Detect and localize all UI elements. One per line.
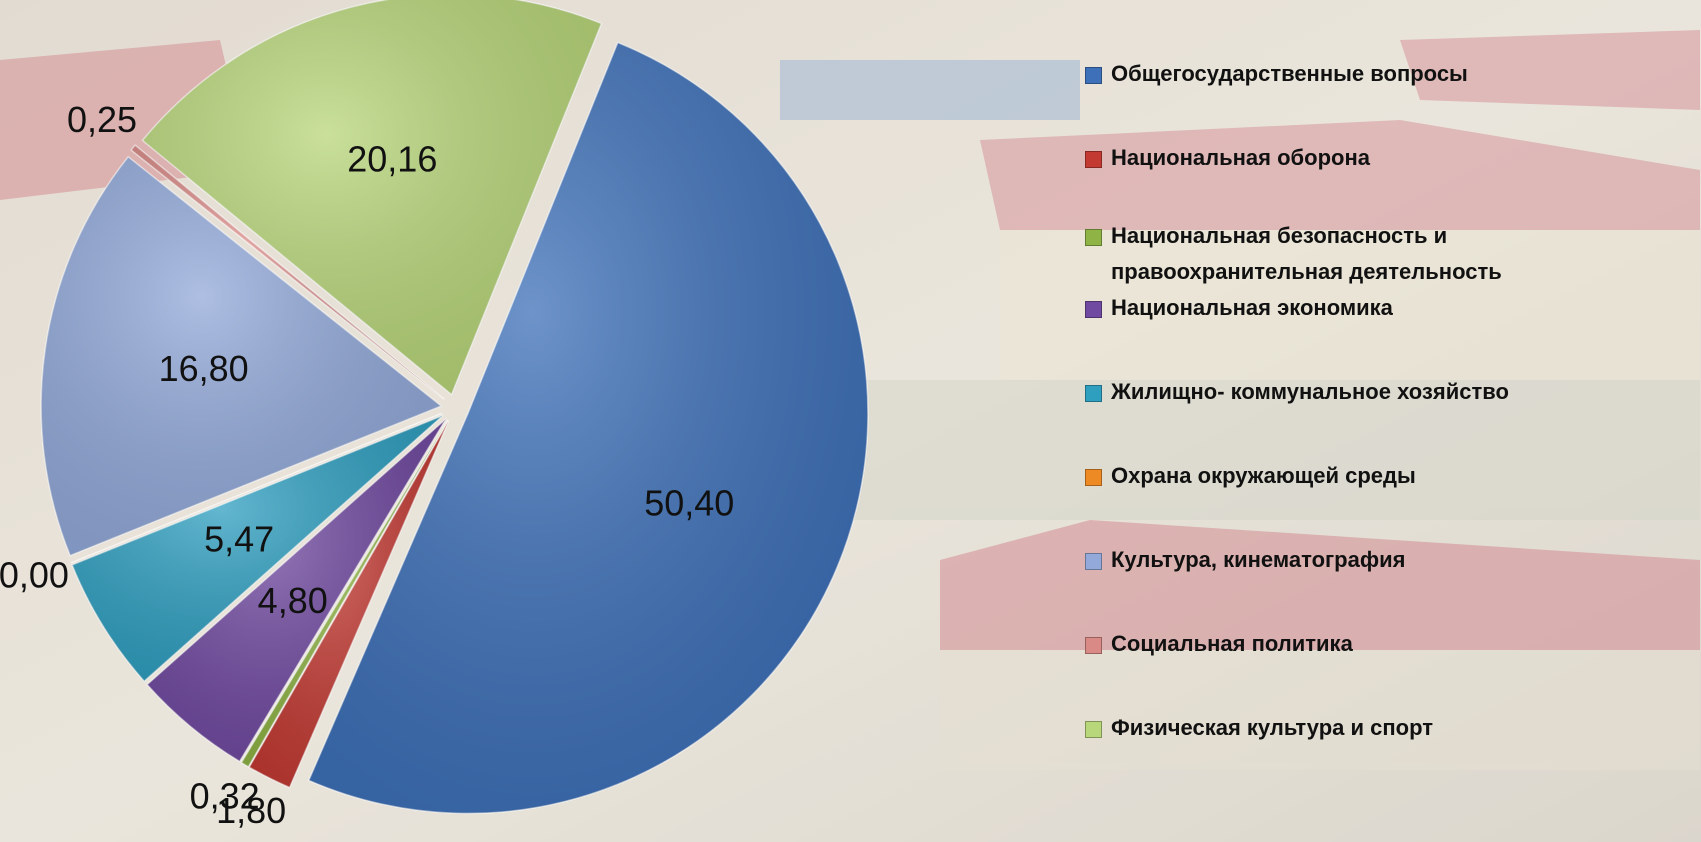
legend-label: Национальная безопасность и правоохранит… bbox=[1111, 223, 1502, 284]
legend-entry: Физическая культура и спорт bbox=[1085, 710, 1585, 794]
legend-swatch bbox=[1085, 721, 1102, 738]
legend-swatch bbox=[1085, 469, 1102, 486]
legend-swatch bbox=[1085, 229, 1102, 246]
legend-swatch bbox=[1085, 553, 1102, 570]
legend-entry: Охрана окружающей среды bbox=[1085, 458, 1585, 542]
legend-entry: Национальная оборона bbox=[1085, 140, 1585, 218]
value-label: 0,25 bbox=[67, 99, 137, 140]
legend-label: Национальная оборона bbox=[1111, 145, 1370, 170]
legend-entry: Культура, кинематография bbox=[1085, 542, 1585, 626]
legend-label: Общегосударственные вопросы bbox=[1111, 61, 1468, 86]
value-label: 0,32 bbox=[190, 776, 260, 817]
value-label: 5,47 bbox=[204, 518, 274, 559]
legend-swatch bbox=[1085, 385, 1102, 402]
legend-swatch bbox=[1085, 637, 1102, 654]
legend-swatch bbox=[1085, 67, 1102, 84]
legend-entry: Общегосударственные вопросы bbox=[1085, 56, 1585, 140]
legend-label: Охрана окружающей среды bbox=[1111, 463, 1416, 488]
value-label: 20,16 bbox=[347, 138, 437, 179]
legend-label: Жилищно- коммунальное хозяйство bbox=[1111, 379, 1509, 404]
legend: Общегосударственные вопросы Национальная … bbox=[1085, 56, 1585, 794]
legend-swatch bbox=[1085, 151, 1102, 168]
value-label: 0,00 bbox=[0, 554, 69, 595]
legend-label: Физическая культура и спорт bbox=[1111, 715, 1433, 740]
legend-entry: Национальная безопасность и правоохранит… bbox=[1085, 218, 1585, 290]
legend-entry: Жилищно- коммунальное хозяйство bbox=[1085, 374, 1585, 458]
legend-label: Национальная экономика bbox=[1111, 295, 1393, 320]
legend-label: Культура, кинематография bbox=[1111, 547, 1405, 572]
legend-label: Социальная политика bbox=[1111, 631, 1353, 656]
value-label: 4,80 bbox=[258, 580, 328, 621]
legend-entry: Социальная политика bbox=[1085, 626, 1585, 710]
legend-swatch bbox=[1085, 301, 1102, 318]
value-label: 16,80 bbox=[159, 348, 249, 389]
value-label: 50,40 bbox=[644, 483, 734, 524]
page: 50,401,800,324,805,470,0016,800,2520,16 … bbox=[0, 0, 1701, 842]
legend-entry: Национальная экономика bbox=[1085, 290, 1585, 374]
